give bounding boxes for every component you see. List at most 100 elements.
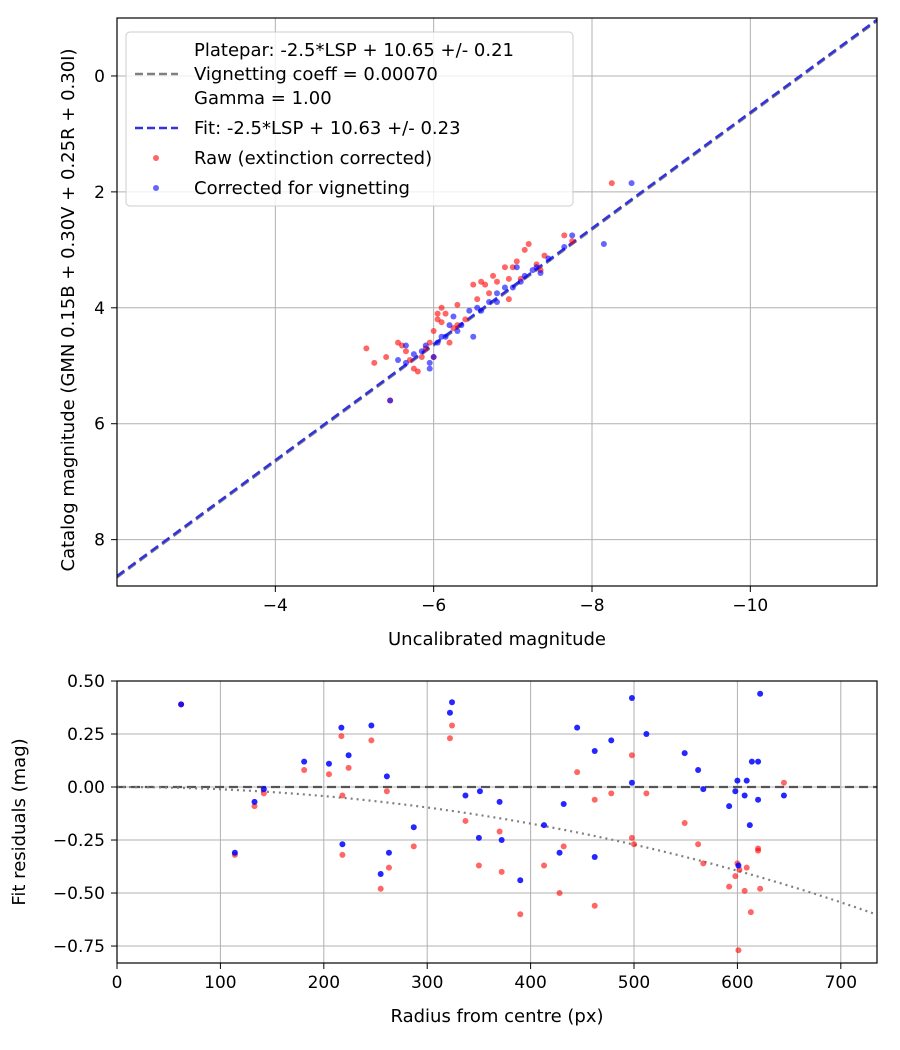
raw-residual-point bbox=[251, 803, 258, 810]
corrected-residual-point bbox=[338, 724, 345, 731]
raw-point bbox=[505, 296, 512, 303]
corrected-point bbox=[402, 342, 409, 349]
raw-point bbox=[525, 241, 532, 248]
corrected-residual-point bbox=[628, 694, 635, 701]
corrected-point bbox=[494, 299, 500, 305]
corrected-residual-point bbox=[251, 798, 258, 805]
raw-residual-point bbox=[301, 767, 308, 774]
corrected-point bbox=[561, 243, 568, 250]
top-points bbox=[363, 180, 635, 404]
corrected-point bbox=[521, 272, 528, 279]
corrected-point bbox=[395, 356, 402, 363]
raw-residual-point bbox=[496, 828, 503, 835]
raw-residual-point bbox=[591, 902, 598, 909]
corrected-point bbox=[458, 322, 465, 329]
raw-residual-point bbox=[339, 792, 346, 799]
corrected-point bbox=[446, 322, 453, 329]
raw-point bbox=[521, 246, 528, 253]
top-plot-frame bbox=[116, 17, 878, 587]
bottom-x-tick-label: 0 bbox=[112, 973, 123, 993]
corrected-point bbox=[494, 290, 500, 297]
top-x-tick-label: −8 bbox=[579, 596, 604, 616]
raw-point bbox=[446, 339, 453, 346]
bottom-x-axis-label: Radius from centre (px) bbox=[390, 1006, 603, 1027]
corrected-residual-point bbox=[726, 803, 733, 810]
raw-residual-point bbox=[377, 885, 384, 892]
corrected-point bbox=[478, 307, 485, 314]
raw-residual-point bbox=[755, 847, 762, 854]
raw-point bbox=[490, 272, 497, 279]
corrected-point bbox=[537, 270, 544, 277]
corrected-residual-point bbox=[385, 849, 392, 856]
raw-point bbox=[505, 275, 512, 282]
raw-residual-point bbox=[260, 790, 267, 797]
corrected-residual-point bbox=[368, 722, 375, 729]
corrected-point bbox=[513, 264, 520, 271]
raw-point bbox=[371, 359, 378, 366]
raw-residual-point bbox=[747, 909, 754, 916]
top-ticks: −4 −6 −8 −10 0 2 4 6 8 bbox=[94, 67, 768, 616]
corrected-residual-point bbox=[449, 699, 456, 706]
corrected-residual-point bbox=[498, 837, 505, 844]
corrected-residual-point bbox=[741, 792, 748, 799]
legend: Platepar: -2.5*LSP + 10.65 +/- 0.21 Vign… bbox=[125, 31, 574, 207]
corrected-point bbox=[422, 342, 429, 349]
raw-residual-point bbox=[385, 864, 392, 871]
corrected-residual-point bbox=[178, 701, 185, 708]
raw-residual-point bbox=[325, 771, 332, 778]
raw-residual-point bbox=[741, 887, 748, 894]
corrected-residual-point bbox=[734, 777, 741, 784]
bottom-reference-lines bbox=[117, 785, 877, 916]
corrected-residual-point bbox=[755, 758, 762, 765]
top-y-tick-label: 2 bbox=[94, 183, 105, 203]
legend-raw-swatch bbox=[153, 155, 159, 161]
raw-residual-point bbox=[780, 779, 787, 786]
corrected-residual-point bbox=[735, 862, 742, 869]
top-chart: −4 −6 −8 −10 0 2 4 6 8 Uncalibrated magnitude Ca… bbox=[58, 17, 878, 650]
top-x-tick-label: −4 bbox=[263, 596, 288, 616]
raw-point bbox=[569, 238, 576, 245]
corrected-residual-point bbox=[608, 737, 615, 744]
raw-point bbox=[383, 354, 390, 361]
raw-point bbox=[430, 327, 437, 334]
raw-residual-point bbox=[541, 862, 548, 869]
raw-residual-point bbox=[383, 788, 390, 795]
corrected-residual-point bbox=[643, 731, 650, 738]
corrected-residual-point bbox=[345, 752, 352, 759]
raw-residual-point bbox=[757, 885, 764, 892]
top-x-tick-label: −6 bbox=[421, 596, 446, 616]
legend-raw-label: Raw (extinction corrected) bbox=[194, 148, 432, 169]
raw-residual-point bbox=[475, 862, 482, 869]
raw-residual-point bbox=[681, 820, 688, 827]
raw-point bbox=[363, 345, 370, 352]
bottom-x-tick-label: 200 bbox=[308, 973, 340, 993]
bottom-x-tick-label: 600 bbox=[721, 973, 753, 993]
corrected-point bbox=[426, 359, 433, 366]
corrected-point bbox=[486, 299, 493, 305]
raw-residual-point bbox=[368, 737, 375, 744]
raw-point bbox=[513, 258, 520, 265]
raw-residual-point bbox=[700, 860, 707, 867]
legend-platepar-line-3: Gamma = 1.00 bbox=[194, 88, 332, 109]
bottom-y-tick-label: 0.00 bbox=[67, 778, 105, 798]
bottom-x-tick-label: 500 bbox=[618, 973, 650, 993]
corrected-residual-point bbox=[541, 822, 548, 829]
raw-point bbox=[470, 281, 477, 288]
corrected-point bbox=[600, 241, 607, 248]
raw-residual-point bbox=[732, 873, 739, 880]
corrected-residual-point bbox=[231, 849, 238, 856]
corrected-point bbox=[442, 333, 449, 340]
raw-point bbox=[438, 319, 445, 326]
corrected-point bbox=[410, 351, 417, 358]
raw-residual-point bbox=[628, 834, 635, 841]
corrected-point bbox=[517, 278, 524, 285]
raw-residual-point bbox=[743, 864, 750, 871]
corrected-point bbox=[628, 180, 635, 187]
corrected-residual-point bbox=[410, 824, 417, 831]
corrected-point bbox=[418, 348, 425, 355]
corrected-point bbox=[426, 365, 433, 372]
corrected-residual-point bbox=[743, 777, 750, 784]
corrected-residual-point bbox=[475, 834, 482, 841]
raw-residual-point bbox=[608, 790, 615, 797]
